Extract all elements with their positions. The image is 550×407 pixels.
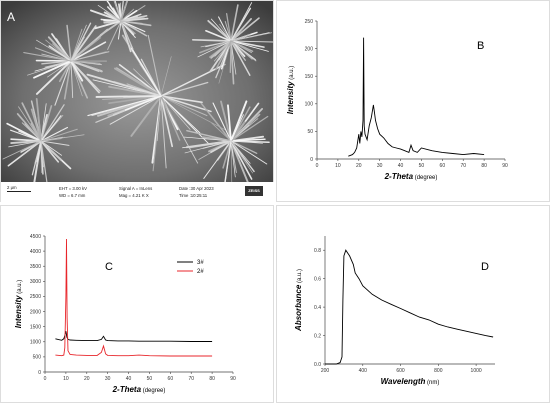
legend-label: 3# xyxy=(197,260,204,266)
sem-micrograph: A xyxy=(1,1,273,182)
xrd-chart-c-panel: 0 10 20 30 40 50 60 70 80 90 0 500 1000 1500 2000 2500 3… xyxy=(0,205,274,403)
x-tick-label: 800 xyxy=(434,368,443,374)
x-tick-label: 10 xyxy=(63,376,69,382)
x-tick-label: 10 xyxy=(335,163,341,169)
y-tick-label: 250 xyxy=(305,19,314,25)
x-tick-label: 50 xyxy=(419,163,425,169)
x-tick-label: 20 xyxy=(84,376,90,382)
y-tick-label: 4500 xyxy=(30,234,41,240)
y-tick-label: 2500 xyxy=(30,294,41,300)
sem-needle xyxy=(96,96,161,97)
x-tick-label: 30 xyxy=(377,163,383,169)
y-axis-label: Intensity (a.u.) xyxy=(14,280,23,329)
x-tick-label: 0 xyxy=(316,163,319,169)
uv-vis-chart-d-panel: 200 400 600 800 1000 0.0 0.2 0.4 0.6 0.8 Wavelengt… xyxy=(276,205,550,403)
panel-letter: B xyxy=(477,40,484,52)
series-line-2# xyxy=(55,239,212,356)
y-tick-label: 1000 xyxy=(30,340,41,346)
y-tick-label: 3000 xyxy=(30,279,41,285)
sem-date: Date :30 Apr 2023 xyxy=(179,186,214,191)
xrd-chart-b: 0 10 20 30 40 50 60 70 80 90 0 50 100 150 200 250 2-Thet… xyxy=(277,1,549,201)
y-tick-label: 0.4 xyxy=(314,305,321,311)
y-tick-label: 0.6 xyxy=(314,276,321,282)
x-axis-label: Wavelength (nm) xyxy=(381,377,440,386)
x-tick-label: 40 xyxy=(126,376,132,382)
x-tick-label: 20 xyxy=(356,163,362,169)
y-tick-label: 150 xyxy=(305,74,314,80)
panel-letter: C xyxy=(105,261,113,273)
xrd-chart-c: 0 10 20 30 40 50 60 70 80 90 0 500 1000 1500 2000 2500 3… xyxy=(1,206,273,402)
x-tick-label: 50 xyxy=(147,376,153,382)
x-tick-label: 1000 xyxy=(471,368,482,374)
y-tick-label: 3500 xyxy=(30,264,41,270)
x-tick-label: 40 xyxy=(398,163,404,169)
y-tick-label: 500 xyxy=(33,355,42,361)
x-tick-label: 70 xyxy=(188,376,194,382)
y-tick-label: 100 xyxy=(305,102,314,108)
sem-image-panel: A 2 μm EHT = 3.00 kV WD = 6.7 mm Signal … xyxy=(0,0,274,202)
y-axis-label: Absorbance (a.u.) xyxy=(294,269,303,332)
x-tick-label: 400 xyxy=(359,368,368,374)
x-tick-label: 60 xyxy=(440,163,446,169)
x-tick-label: 600 xyxy=(396,368,405,374)
panel-letter-a: A xyxy=(7,10,15,24)
x-tick-label: 70 xyxy=(460,163,466,169)
series-line-series0 xyxy=(325,250,493,364)
x-tick-label: 30 xyxy=(105,376,111,382)
x-tick-label: 60 xyxy=(168,376,174,382)
x-tick-label: 90 xyxy=(502,163,508,169)
sem-info-bar: 2 μm EHT = 3.00 kV WD = 6.7 mm Signal A … xyxy=(1,182,275,203)
xrd-chart-b-panel: 0 10 20 30 40 50 60 70 80 90 0 50 100 150 200 250 2-Thet… xyxy=(276,0,550,202)
panel-letter: D xyxy=(481,261,489,273)
sem-signal: Signal A = InLens xyxy=(119,186,152,191)
x-tick-label: 80 xyxy=(481,163,487,169)
sem-mag: Mag = 4.21 K X xyxy=(119,193,149,198)
y-tick-label: 0 xyxy=(38,370,41,376)
sem-needle xyxy=(230,41,231,72)
series-line-3# xyxy=(55,331,212,341)
x-axis-label: 2-Theta (degree) xyxy=(384,172,438,181)
sem-eht: EHT = 3.00 kV xyxy=(59,186,87,191)
y-axis-label: Intensity (a.u.) xyxy=(286,66,295,115)
sem-scale-bar xyxy=(7,191,31,192)
y-tick-label: 0.8 xyxy=(314,248,321,254)
series-line-series0 xyxy=(348,38,484,157)
sem-wd: WD = 6.7 mm xyxy=(59,193,85,198)
y-tick-label: 0.2 xyxy=(314,333,321,339)
zeiss-logo: ZEISS xyxy=(245,186,263,196)
legend-label: 2# xyxy=(197,269,204,275)
y-tick-label: 50 xyxy=(307,129,313,135)
y-tick-label: 1500 xyxy=(30,324,41,330)
uv-vis-chart-d: 200 400 600 800 1000 0.0 0.2 0.4 0.6 0.8 Wavelengt… xyxy=(277,206,549,402)
y-tick-label: 0.0 xyxy=(314,362,321,368)
y-tick-label: 2000 xyxy=(30,309,41,315)
y-tick-label: 0 xyxy=(310,157,313,163)
x-axis-label: 2-Theta (degree) xyxy=(112,385,166,394)
x-tick-label: 200 xyxy=(321,368,330,374)
y-tick-label: 4000 xyxy=(30,249,41,255)
x-tick-label: 90 xyxy=(230,376,236,382)
sem-time: Time :10:25:11 xyxy=(179,193,207,198)
x-tick-label: 80 xyxy=(209,376,215,382)
x-tick-label: 0 xyxy=(44,376,47,382)
sem-scale-label: 2 μm xyxy=(7,185,17,190)
y-tick-label: 200 xyxy=(305,46,314,52)
